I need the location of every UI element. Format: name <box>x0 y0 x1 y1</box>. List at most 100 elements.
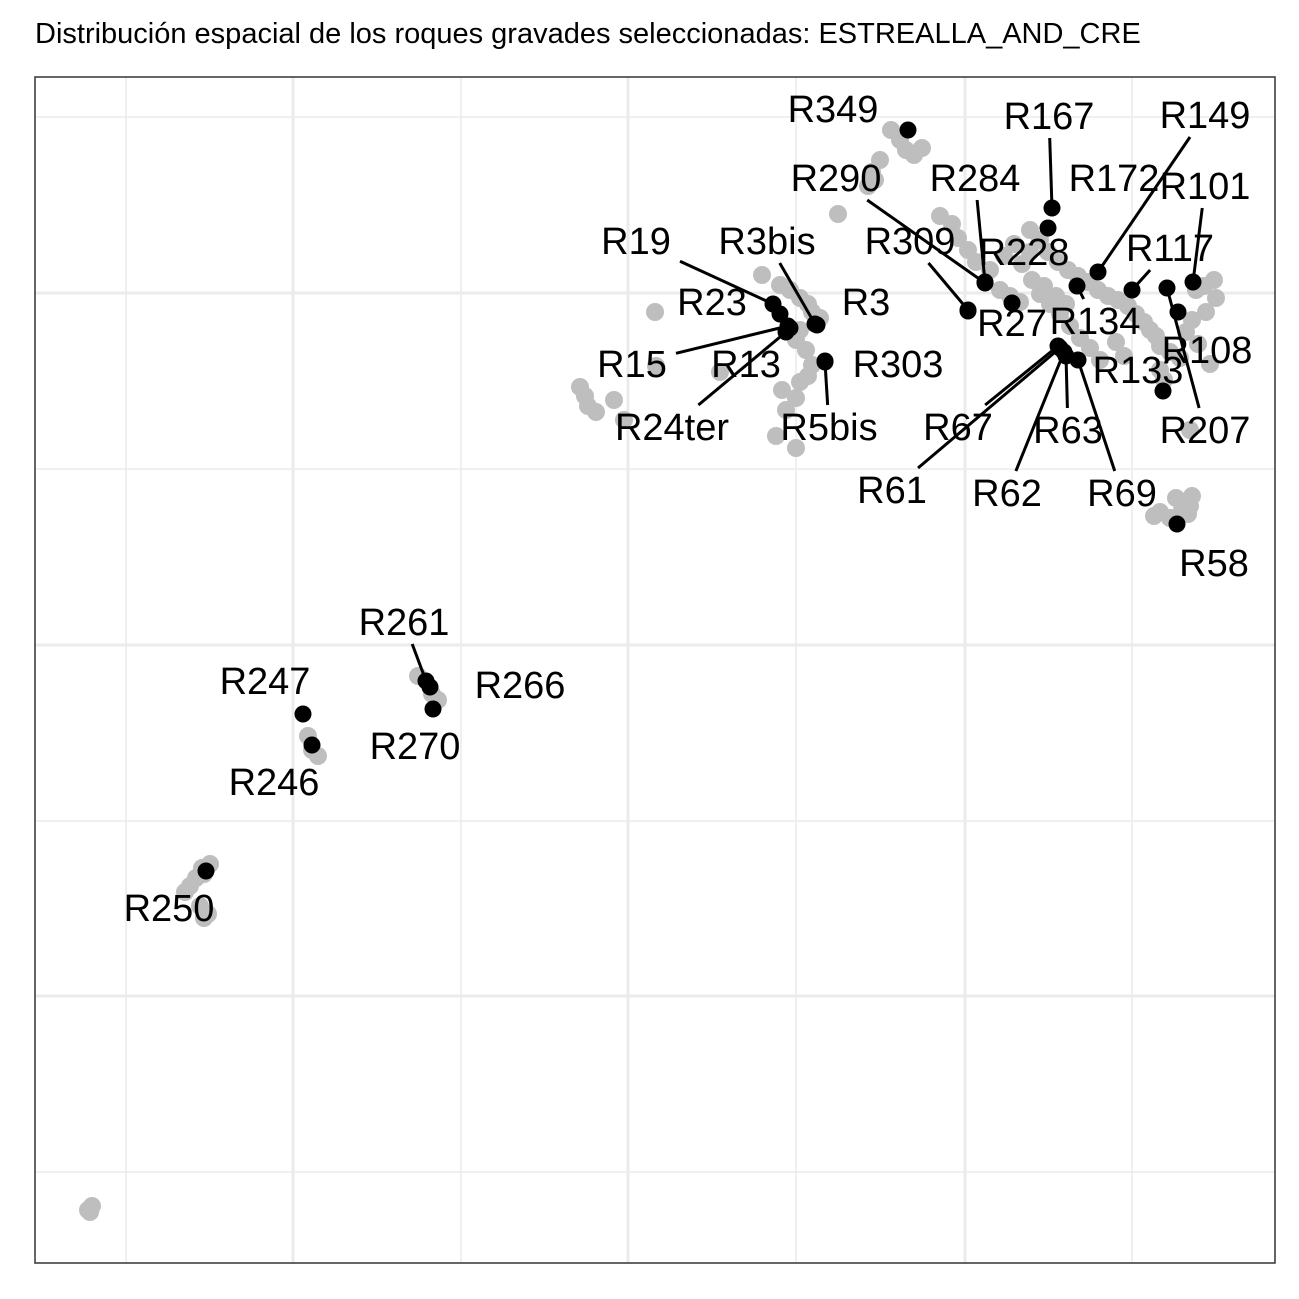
data-point-background <box>1091 351 1109 369</box>
data-point-r3 <box>808 316 826 334</box>
leader-line-r24ter <box>697 335 781 407</box>
data-point-r117 <box>1123 281 1141 299</box>
data-point-background <box>1115 347 1133 365</box>
point-label-r101: R101 <box>1160 166 1251 208</box>
point-label-r3bis: R3bis <box>718 221 815 263</box>
data-point-background <box>773 381 791 399</box>
leader-line-r61 <box>917 352 1055 470</box>
leader-line-r101 <box>1192 207 1204 275</box>
point-label-r23: R23 <box>677 282 747 324</box>
point-label-r58: R58 <box>1179 543 1249 585</box>
leader-line-r3bis <box>778 262 813 318</box>
data-point-r62 <box>1055 343 1073 361</box>
point-label-r349: R349 <box>788 89 879 131</box>
data-point-r207 <box>1158 279 1176 297</box>
point-label-r247: R247 <box>220 661 311 703</box>
point-label-r167: R167 <box>1004 96 1095 138</box>
data-point-background <box>995 247 1013 265</box>
point-labels: R349 R167 R149 R290 R284 R172 R101 R19 R3bis R309… <box>124 89 1253 930</box>
data-point-background <box>1061 317 1079 335</box>
leader-line-r284 <box>975 199 986 275</box>
point-label-r149: R149 <box>1160 95 1251 137</box>
data-point-background <box>866 171 884 189</box>
data-point-r134 <box>1068 277 1086 295</box>
point-label-r69: R69 <box>1087 473 1157 515</box>
leader-line-r5bis <box>823 369 830 406</box>
data-point-background <box>711 363 729 381</box>
leader-line-r309 <box>927 262 965 305</box>
point-label-r24ter: R24ter <box>615 407 729 449</box>
point-label-r108: R108 <box>1162 330 1253 372</box>
point-label-r63: R63 <box>1033 410 1103 452</box>
data-point-background <box>1205 271 1223 289</box>
point-label-r134: R134 <box>1050 301 1141 343</box>
data-point-r149 <box>1089 263 1107 281</box>
data-point-r172 <box>1039 219 1057 237</box>
point-label-r303: R303 <box>853 344 944 386</box>
data-point-background <box>787 389 805 407</box>
data-point-background <box>647 357 665 375</box>
data-point-r250 <box>197 862 215 880</box>
point-label-r133: R133 <box>1093 350 1184 392</box>
data-point-r284 <box>976 273 994 291</box>
data-point-background <box>767 427 785 445</box>
data-point-background <box>1179 505 1197 523</box>
point-label-r250: R250 <box>124 888 215 930</box>
data-point-r246 <box>303 736 321 754</box>
point-label-r15: R15 <box>597 344 667 386</box>
data-point-background <box>615 411 633 429</box>
leader-line-r15 <box>675 326 781 355</box>
point-label-r3: R3 <box>842 282 891 324</box>
data-point-r228 <box>1003 294 1021 312</box>
data-point-background <box>1167 489 1185 507</box>
point-label-r62: R62 <box>972 473 1042 515</box>
data-point-r23 <box>771 305 789 323</box>
leader-line-r63 <box>1064 363 1069 409</box>
data-point-r24ter <box>777 323 795 341</box>
panel-border <box>34 76 1276 1264</box>
data-point-background <box>1035 277 1053 295</box>
data-point-r69 <box>1069 351 1087 369</box>
point-label-r270: R270 <box>370 726 461 768</box>
data-point-background <box>943 215 961 233</box>
point-label-r67: R67 <box>923 407 993 449</box>
data-point-background <box>1005 235 1023 253</box>
data-point-background <box>176 883 194 901</box>
leader-line-r19 <box>679 259 767 303</box>
data-point-background <box>1189 335 1207 353</box>
data-point-background <box>753 266 771 284</box>
data-point-background <box>949 229 967 247</box>
leader-line-r290 <box>866 198 980 280</box>
data-point-background <box>605 391 623 409</box>
point-label-r27: R27 <box>977 303 1047 345</box>
point-label-r246: R246 <box>229 762 320 804</box>
data-point-background <box>797 341 815 359</box>
data-point-background <box>1181 421 1199 439</box>
point-label-r309: R309 <box>865 221 956 263</box>
leader-line-r149 <box>1101 136 1192 267</box>
data-point-background <box>1183 487 1201 505</box>
data-point-background <box>1207 289 1225 307</box>
data-point-r266 <box>421 678 439 696</box>
data-point-background <box>829 205 847 223</box>
selected-points <box>197 121 1202 880</box>
point-label-r266: R266 <box>475 665 566 707</box>
data-point-background <box>787 439 805 457</box>
data-point-background <box>1197 303 1215 321</box>
data-point-background <box>777 401 795 419</box>
data-point-background <box>646 303 664 321</box>
leader-line-r134 <box>1079 292 1086 300</box>
data-point-background <box>791 373 809 391</box>
point-label-r61: R61 <box>857 470 927 512</box>
data-point-background <box>1057 295 1075 313</box>
data-point-background <box>81 1203 99 1221</box>
data-point-r133 <box>1154 382 1172 400</box>
data-point-background <box>1021 243 1039 261</box>
point-label-r19: R19 <box>601 221 671 263</box>
background-points <box>79 121 1225 1221</box>
data-point-background <box>1071 329 1089 347</box>
point-label-r228: R228 <box>979 232 1070 274</box>
data-point-r5bis <box>816 353 834 371</box>
point-label-r261: R261 <box>359 602 450 644</box>
